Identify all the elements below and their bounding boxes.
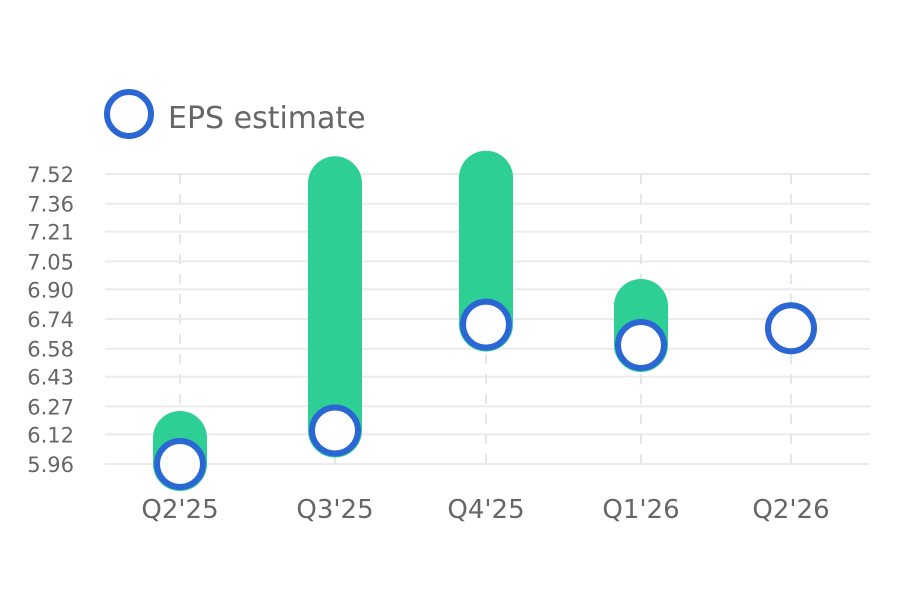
- x-category-label: Q1'26: [602, 495, 679, 525]
- y-tick-label: 6.74: [27, 308, 74, 332]
- eps-marker-3: [615, 319, 667, 372]
- x-category-label: Q3'25: [296, 495, 373, 525]
- y-tick-label: 7.05: [27, 250, 74, 274]
- eps-marker-2: [460, 298, 512, 351]
- legend-label: EPS estimate: [168, 101, 366, 136]
- y-tick-label: 5.96: [27, 453, 74, 477]
- y-tick-label: 6.58: [27, 338, 74, 362]
- range-bars: [153, 150, 668, 491]
- x-category-label: Q2'25: [141, 495, 218, 525]
- y-tick-label: 7.52: [27, 163, 74, 187]
- y-tick-label: 7.21: [27, 221, 74, 245]
- y-tick-label: 6.27: [27, 395, 74, 419]
- eps-marker-1: [309, 404, 361, 457]
- eps-marker-4: [765, 302, 817, 355]
- range-bar-2: [459, 150, 513, 352]
- y-tick-label: 7.36: [27, 193, 74, 217]
- y-tick-label: 6.12: [27, 423, 74, 447]
- eps-markers: [154, 298, 817, 490]
- x-category-label: Q2'26: [752, 495, 829, 525]
- y-axis-tick-labels: 5.96 6.12 6.27 6.43 6.58 6.74 6.90 7.05 7.21 7.36…: [27, 163, 74, 477]
- x-axis-category-labels: Q2'25 Q3'25 Q4'25 Q1'26 Q2'26: [141, 495, 829, 525]
- x-category-label: Q4'25: [447, 495, 524, 525]
- legend: EPS estimate: [104, 89, 366, 139]
- eps-marker-0: [154, 438, 206, 490]
- y-tick-label: 6.90: [27, 278, 74, 302]
- y-tick-label: 6.43: [27, 366, 74, 390]
- range-bar-1: [308, 156, 362, 458]
- legend-marker-icon: [104, 89, 154, 139]
